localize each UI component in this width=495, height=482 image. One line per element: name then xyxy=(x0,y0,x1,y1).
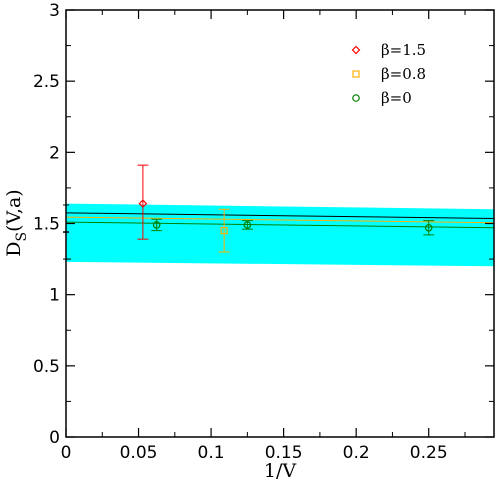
series-2-point-2-error-bar xyxy=(423,220,435,236)
series-0-point-0-error-bar xyxy=(137,164,149,240)
legend-label-0: β=1.5 xyxy=(381,41,426,59)
fit-line-1 xyxy=(65,221,495,229)
y-tick-label: 1.5 xyxy=(33,215,60,235)
axes-layer: 0 0.05 0.1 0.15 0.2 0.25 0 0.5 1 1.5 2 2.5 3 1/V xyxy=(33,1,495,482)
y-tick-label: 3 xyxy=(49,1,60,21)
y-tick-label: 2 xyxy=(49,143,60,163)
legend: β=1.5 β=0.8 β=0 xyxy=(338,36,442,111)
x-axis-title: 1/V xyxy=(264,460,296,482)
fit-line-0 xyxy=(65,212,495,220)
legend-label-2: β=0 xyxy=(381,89,412,107)
x-tick-label: 0.2 xyxy=(343,443,370,463)
x-tick-label: 0.05 xyxy=(120,443,158,463)
confidence-band xyxy=(66,203,494,267)
legend-marker-0 xyxy=(351,45,361,55)
confidence-band-layer xyxy=(66,203,494,267)
y-tick-label: 0.5 xyxy=(33,357,60,377)
x-tick-label: 0.25 xyxy=(410,443,448,463)
y-axis-title: DS(V,a) xyxy=(3,189,30,256)
legend-label-1: β=0.8 xyxy=(381,65,426,83)
y-tick-label: 2.5 xyxy=(33,72,60,92)
x-tick-label: 0.15 xyxy=(265,443,303,463)
y-axis-title-main: D xyxy=(3,241,25,256)
y-axis-title-text: DS(V,a) xyxy=(3,189,30,256)
legend-marker-2 xyxy=(352,94,360,102)
series-2-point-0-marker xyxy=(152,221,161,229)
legend-marker-1 xyxy=(352,70,360,78)
y-tick-label: 1 xyxy=(49,286,60,306)
series-1-point-0-error-bar xyxy=(218,208,230,253)
series-2-point-1-marker xyxy=(243,221,252,229)
series-2-point-2-marker xyxy=(424,223,433,232)
x-tick-label: 0.1 xyxy=(198,443,225,463)
y-axis-title-subscript: S xyxy=(14,232,30,242)
y-tick-label: 0 xyxy=(49,428,60,448)
fit-lines-layer xyxy=(65,212,495,229)
x-tick-label: 0 xyxy=(61,443,72,463)
series-0-point-0-marker xyxy=(138,199,148,208)
series-1-point-0-marker xyxy=(220,227,228,235)
fit-line-2 xyxy=(65,216,495,224)
legend-box xyxy=(338,36,442,111)
y-axis-title-rest: (V,a) xyxy=(3,189,25,232)
